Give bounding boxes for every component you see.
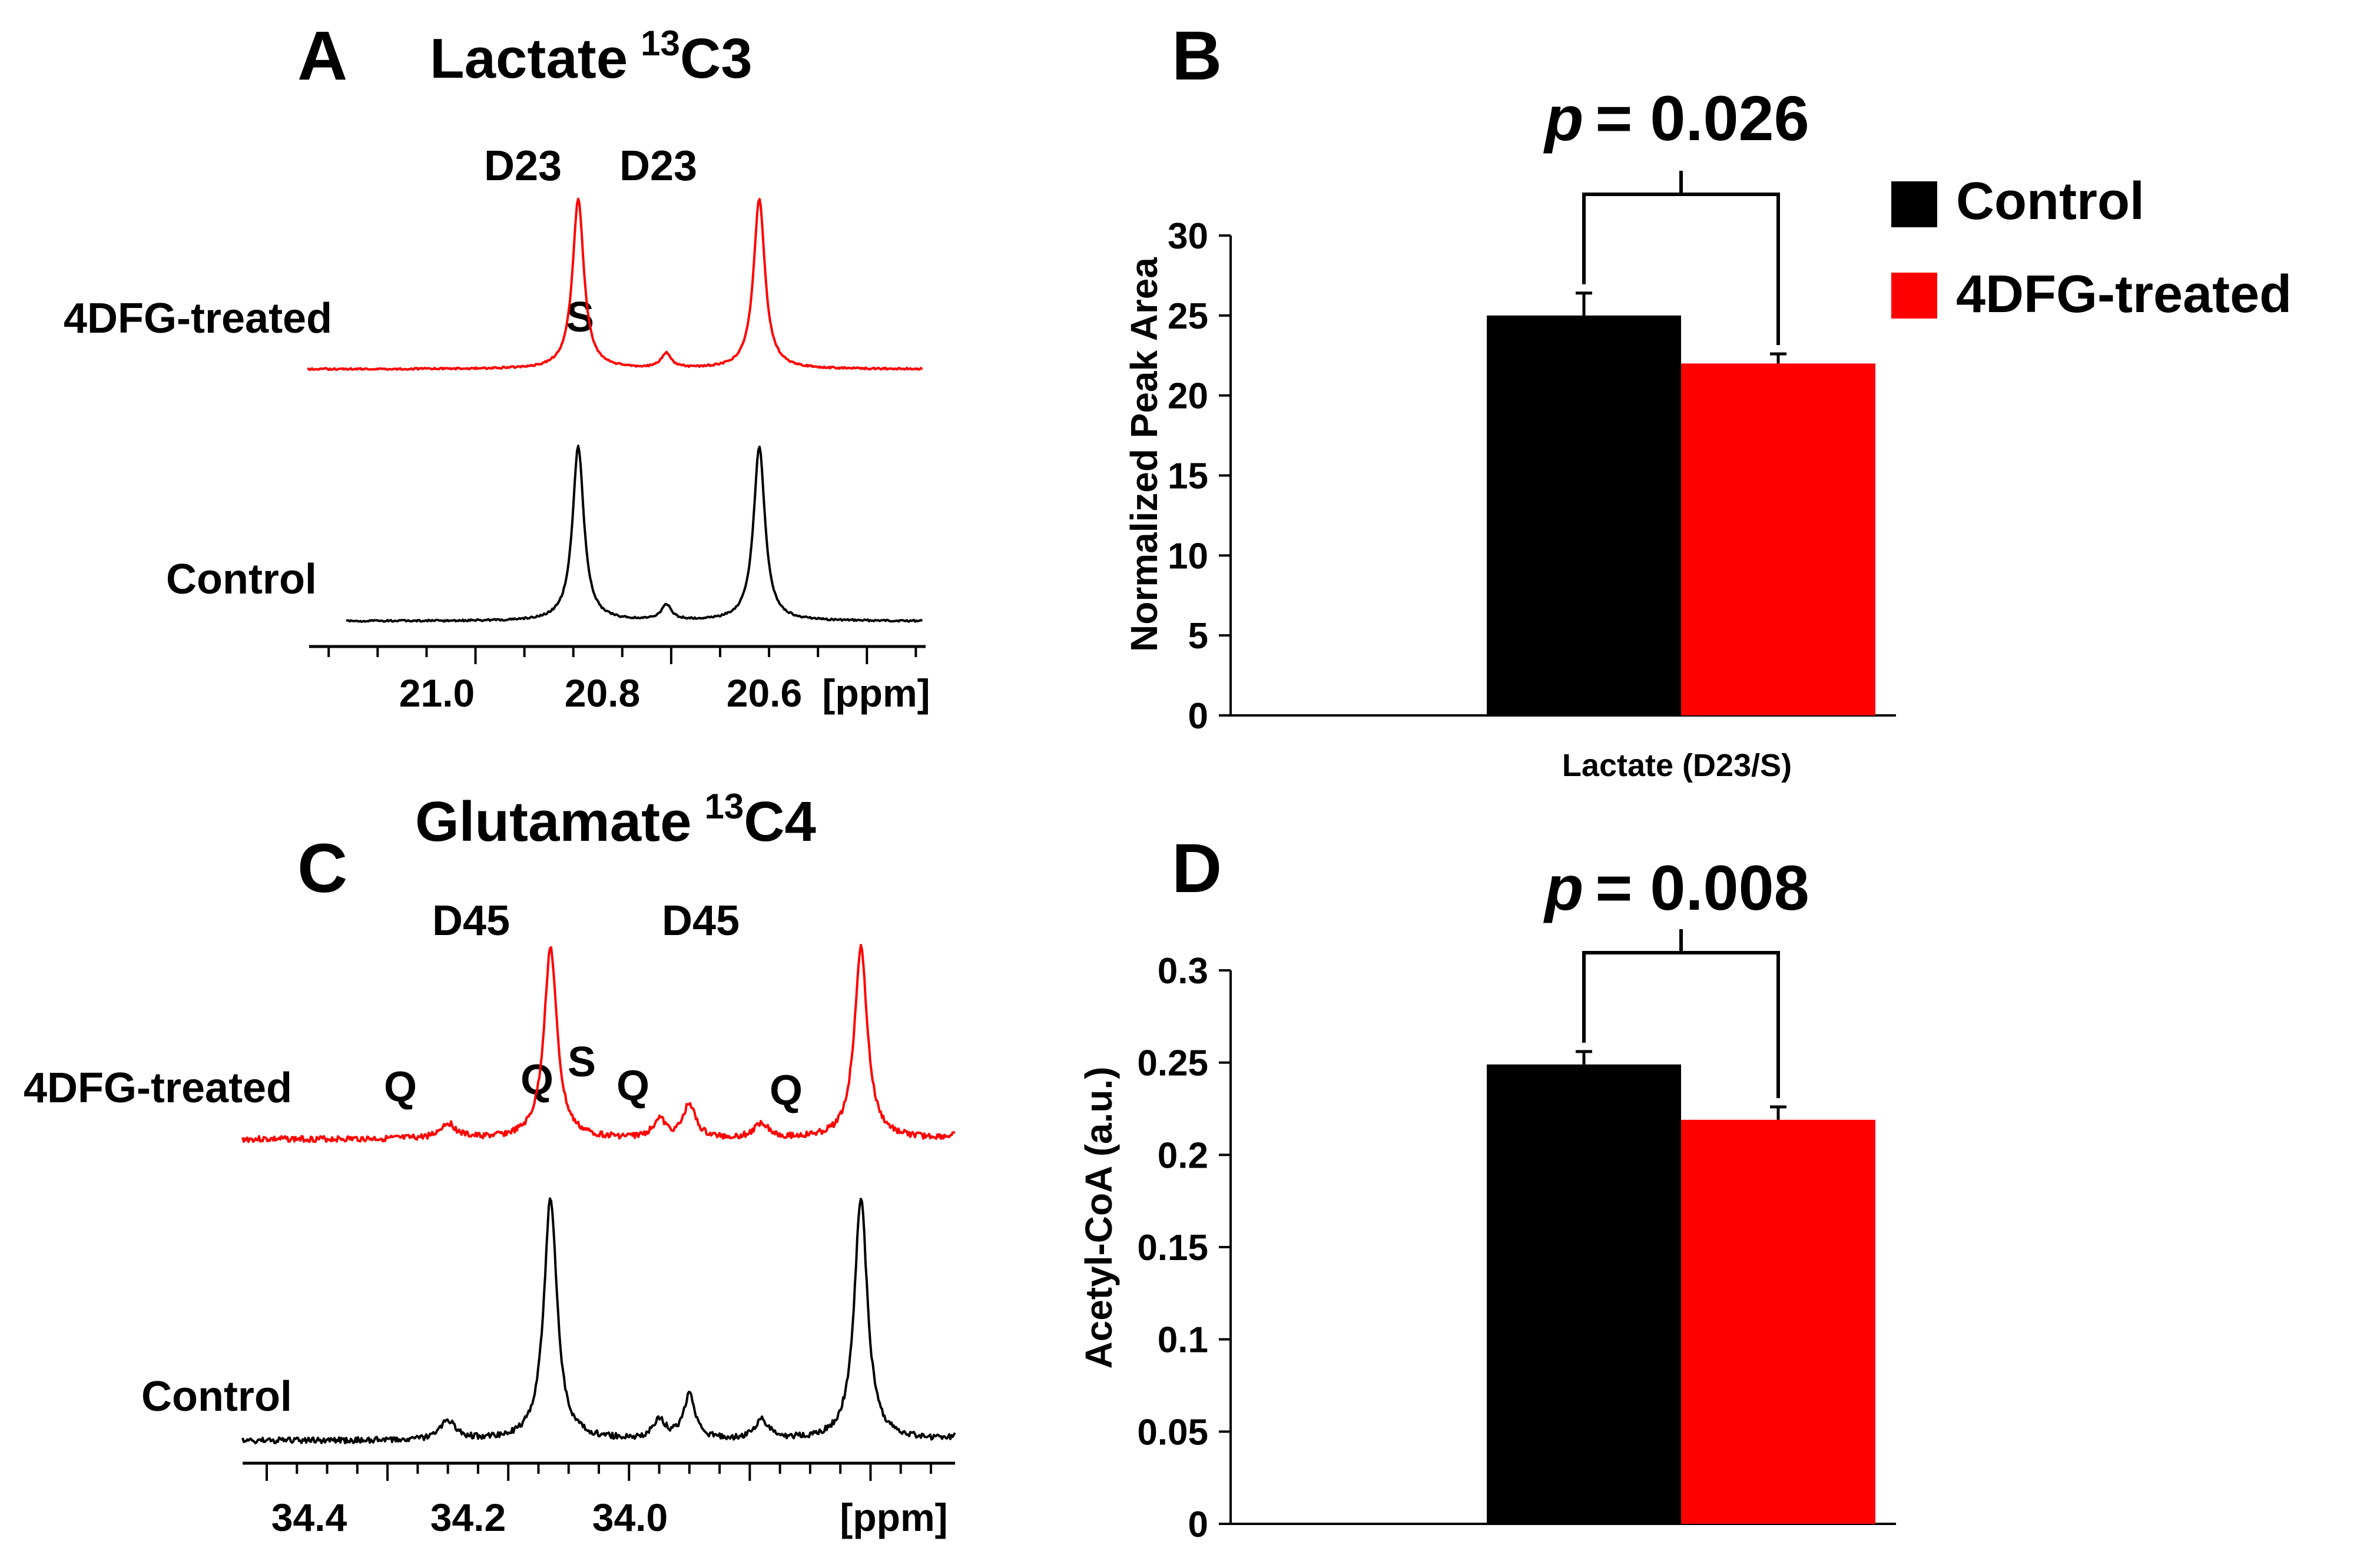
peak-label-d23-left: D23 [484,142,562,190]
y-tick-label: 0.1 [1158,1320,1208,1361]
bar-4dfg-treated [1681,363,1875,715]
panel-letter-d: D [1172,830,1222,907]
legend-label-treated: 4DFG-treated [1956,265,2292,324]
peak-label-q-2: Q [521,1056,553,1103]
y-tick-label: 0 [1188,1504,1208,1545]
p-value-d: p = 0.008 [1543,852,1809,923]
panel-a-title: Lactate 13C3 [430,24,753,90]
y-tick-label: 0.05 [1137,1412,1208,1453]
category-label-b: Lactate (D23/S) [1562,748,1792,783]
bar-control [1487,1064,1681,1524]
tick-label-a-0: 21.0 [399,671,475,715]
panel-c-title: Glutamate 13C4 [415,787,816,853]
peak-label-d45-left: D45 [432,897,510,944]
tick-label-c-1: 34.2 [430,1496,506,1539]
legend-swatch-treated [1891,273,1937,319]
series-label-control-a: Control [166,556,317,603]
bar-chart-d: 0 0.05 0.1 0.15 0.2 0.25 0.3 [1137,929,1896,1545]
y-axis-label-d: Acetyl-CoA (a.u.) [1078,1066,1120,1368]
panel-d: D p = 0.008 Acetyl-CoA (a.u.) 0 0.05 0.1 0.1… [1078,830,1896,1545]
peak-label-q-1: Q [384,1063,417,1111]
y-tick-label: 25 [1168,296,1208,337]
y-tick-label: 20 [1168,376,1208,417]
panel-letter-a: A [297,17,347,95]
bar-chart-b: 0 5 10 15 20 25 30 [1168,171,1896,737]
peak-label-d45-right: D45 [662,897,740,944]
y-tick-label: 0.2 [1158,1135,1208,1176]
series-label-treated-c: 4DFG-treated [24,1065,292,1112]
y-tick-label: 5 [1188,616,1208,657]
y-tick-label: 30 [1168,216,1208,257]
axis-c-ticks [266,1463,932,1481]
peak-label-d23-right: D23 [619,142,697,190]
legend-swatch-control [1891,181,1937,227]
panel-a: A Lactate 13C3 D23 S D23 4DFG-treated Con… [64,17,930,715]
tick-label-a-1: 20.8 [565,671,640,715]
y-tick-label: 15 [1168,456,1208,497]
panel-letter-c: C [297,830,347,907]
bar-4dfg-treated [1681,1119,1875,1524]
peak-label-q-3: Q [616,1062,649,1109]
peak-label-s-c: S [568,1039,596,1086]
series-label-control-c: Control [141,1373,292,1420]
legend-label-control: Control [1956,172,2144,231]
axis-a-ticks [327,647,917,664]
y-tick-label: 0.15 [1137,1228,1208,1268]
spectrum-a-control [346,445,923,624]
spectrum-a-treated [307,197,923,372]
axis-a-unit: [ppm] [822,671,930,715]
tick-label-c-2: 34.0 [592,1496,668,1539]
spectrum-c-control [241,1197,956,1444]
y-tick-label: 10 [1168,536,1208,576]
tick-label-a-2: 20.6 [727,671,802,715]
y-axis-label-b: Normalized Peak Area [1123,257,1165,652]
bar-control [1487,315,1681,715]
y-tick-label: 0.25 [1137,1043,1208,1084]
y-tick-label: 0 [1188,696,1208,737]
peak-label-q-4: Q [770,1067,803,1114]
series-label-treated-a: 4DFG-treated [64,295,332,342]
panel-c: C Glutamate 13C4 Q D45 Q S Q D45 Q 4DFG-t… [24,787,956,1539]
tick-label-c-0: 34.4 [271,1496,347,1539]
spectrum-c-treated [241,944,956,1143]
panel-b: B p = 0.026 Control 4DFG-treated Normaliz… [1123,17,2292,783]
p-value-b: p = 0.026 [1543,82,1809,154]
panel-letter-b: B [1172,17,1222,95]
y-tick-label: 0.3 [1158,951,1208,992]
axis-c-unit: [ppm] [840,1496,947,1539]
